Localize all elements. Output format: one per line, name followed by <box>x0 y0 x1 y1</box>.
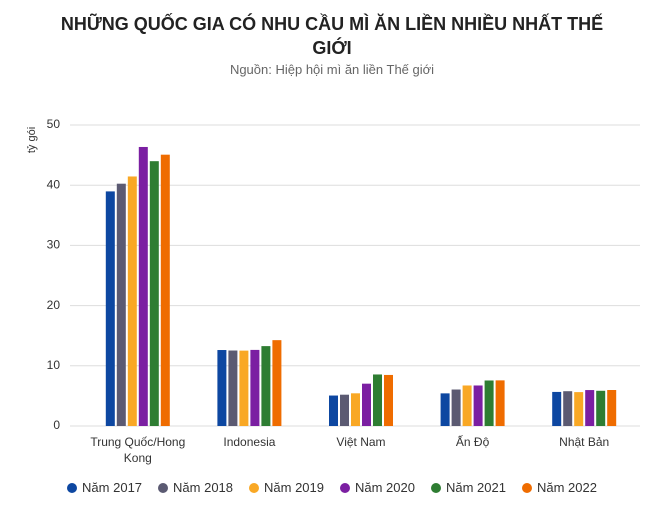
bar <box>329 395 338 426</box>
x-tick-label: Indonesia <box>223 435 276 449</box>
bar <box>228 350 238 426</box>
legend-item: Năm 2021 <box>430 480 506 495</box>
bar <box>607 390 617 426</box>
legend-item: Năm 2020 <box>340 480 415 495</box>
bar <box>484 380 494 426</box>
legend: Năm 2017 Năm 2018 Năm 2019 Năm 2020 Năm 2021… <box>0 480 664 495</box>
legend-item: Năm 2019 <box>249 480 324 495</box>
legend-label: Năm 2018 <box>173 480 234 495</box>
y-tick-label: 50 <box>47 117 61 131</box>
bar <box>552 391 562 426</box>
bar <box>440 393 450 426</box>
chart-subtitle: Nguồn: Hiệp hội mì ăn liền Thế giới <box>229 62 435 77</box>
bar <box>362 383 371 426</box>
y-tick-label: 0 <box>53 418 60 432</box>
bar <box>373 374 382 426</box>
legend-label: Năm 2019 <box>264 480 324 495</box>
chart-title: NHỮNG QUỐC GIA CÓ NHU CẦU MÌ ĂN LIỀN NHI… <box>60 14 604 58</box>
legend-swatch <box>340 482 350 493</box>
bar <box>239 350 249 426</box>
bar <box>138 146 148 426</box>
bar <box>574 392 584 426</box>
y-tick-label: 20 <box>47 298 61 312</box>
bar <box>105 191 115 426</box>
legend-item: Năm 2018 <box>158 480 233 495</box>
bar <box>149 161 159 426</box>
bar <box>384 374 393 426</box>
bar <box>160 154 170 427</box>
legend-swatch <box>67 482 78 493</box>
bar <box>596 390 606 426</box>
bar <box>585 390 595 426</box>
y-tick-label: 40 <box>47 177 61 191</box>
legend-label: Năm 2017 <box>82 480 143 495</box>
bar <box>116 183 126 426</box>
x-tick-label: Trung Quốc/Hong Kong <box>90 435 186 465</box>
bar <box>462 385 472 426</box>
y-tick-label: 30 <box>47 238 61 252</box>
legend-item: Năm 2022 <box>521 480 597 495</box>
x-tick-label: Việt Nam <box>336 435 386 449</box>
bar <box>250 349 260 426</box>
bar <box>495 380 505 426</box>
x-tick-label: Nhật Bản <box>559 435 610 449</box>
bar <box>340 394 349 426</box>
bar <box>217 350 227 426</box>
legend-swatch <box>158 482 169 493</box>
x-tick-label: Ấn Độ <box>455 435 490 449</box>
y-axis-label: tỷ gói <box>26 127 38 153</box>
legend-label: Năm 2020 <box>355 480 415 495</box>
bar <box>451 389 461 426</box>
bar <box>351 393 360 426</box>
y-tick-label: 10 <box>47 358 61 372</box>
bar <box>272 340 282 426</box>
bar <box>127 176 137 426</box>
legend-item: Năm 2017 <box>67 480 142 495</box>
legend-label: Năm 2021 <box>445 480 506 495</box>
bar <box>261 346 271 426</box>
legend-label: Năm 2022 <box>536 480 597 495</box>
legend-swatch <box>430 482 441 493</box>
bar <box>473 385 483 426</box>
bar <box>563 391 573 426</box>
legend-swatch <box>521 482 532 493</box>
legend-swatch <box>249 482 260 493</box>
